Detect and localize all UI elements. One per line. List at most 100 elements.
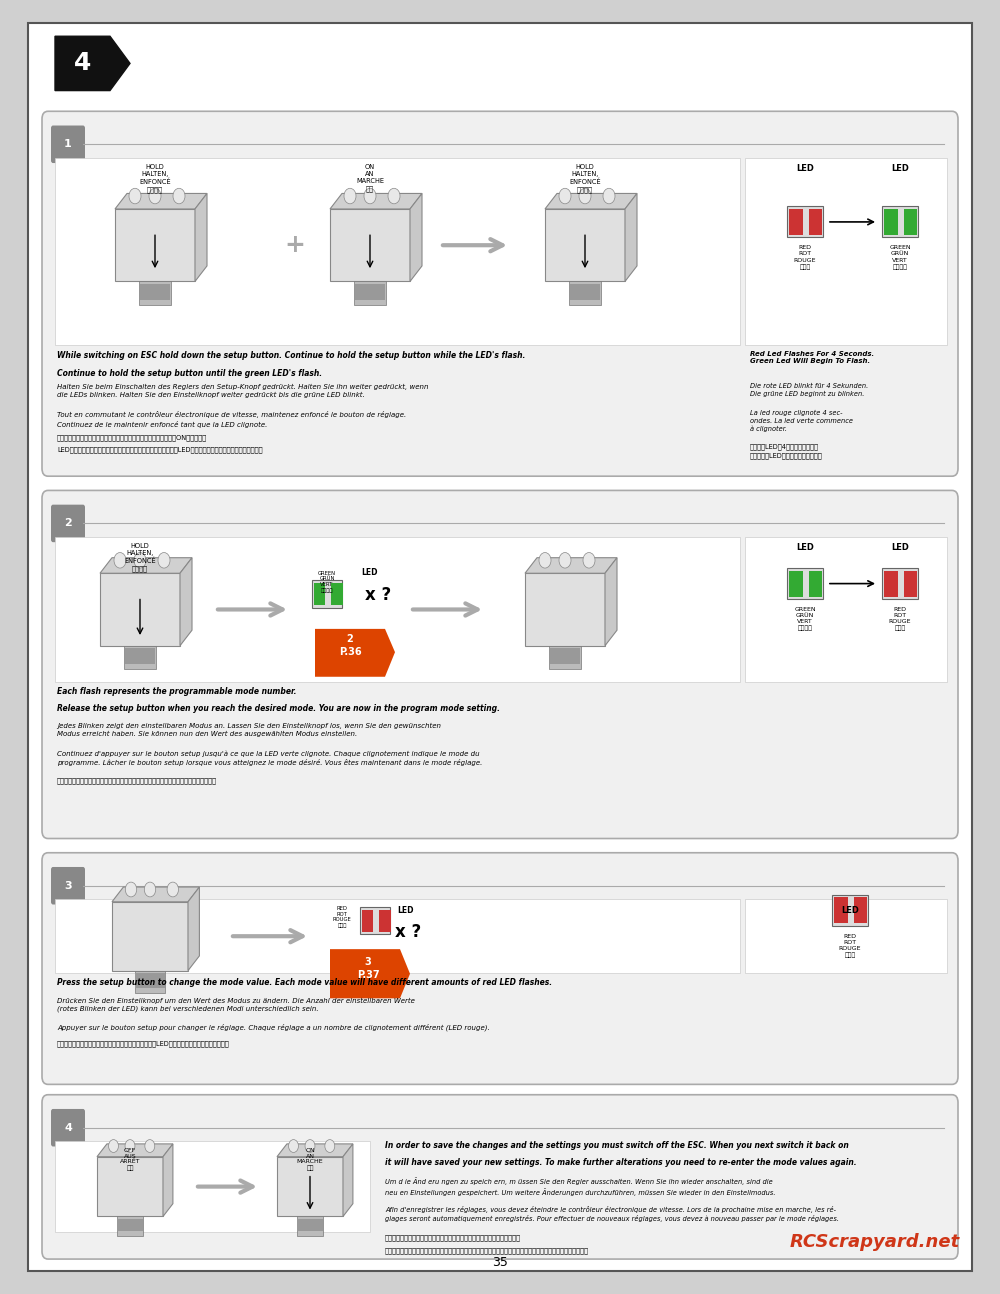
Text: ON
AN
MARCHE
オン: ON AN MARCHE オン xyxy=(297,1148,323,1171)
FancyBboxPatch shape xyxy=(834,898,848,924)
FancyBboxPatch shape xyxy=(297,1216,323,1236)
Polygon shape xyxy=(188,888,199,970)
FancyBboxPatch shape xyxy=(789,571,803,597)
FancyBboxPatch shape xyxy=(330,208,410,282)
FancyBboxPatch shape xyxy=(362,910,373,932)
Polygon shape xyxy=(163,1144,173,1216)
FancyBboxPatch shape xyxy=(745,899,947,973)
FancyBboxPatch shape xyxy=(560,648,570,664)
Text: La led rouge clignote 4 sec-
ondes. La led verte commence
à clignoter.: La led rouge clignote 4 sec- ondes. La l… xyxy=(750,410,853,432)
Circle shape xyxy=(579,189,591,203)
FancyBboxPatch shape xyxy=(145,648,155,664)
Text: 3
P.37: 3 P.37 xyxy=(357,958,379,980)
Text: Jedes Blinken zeigt den einstellbaren Modus an. Lassen Sie den Einstellknopf los: Jedes Blinken zeigt den einstellbaren Mo… xyxy=(57,723,441,738)
FancyBboxPatch shape xyxy=(305,1219,315,1232)
FancyBboxPatch shape xyxy=(809,208,822,236)
Text: RED
ROT
ROUGE
レッド: RED ROT ROUGE レッド xyxy=(333,906,351,928)
Text: 点滅回数でプログラムモードを選択します。希望のモードになったらボタンを離します。: 点滅回数でプログラムモードを選択します。希望のモードになったらボタンを離します。 xyxy=(57,778,217,784)
FancyBboxPatch shape xyxy=(549,646,581,669)
Text: GREEN
GRÜN
VERT
グリーン: GREEN GRÜN VERT グリーン xyxy=(889,246,911,269)
FancyBboxPatch shape xyxy=(135,970,165,992)
Text: +: + xyxy=(285,233,305,258)
FancyBboxPatch shape xyxy=(884,571,898,597)
FancyBboxPatch shape xyxy=(97,1157,163,1216)
Text: While switching on ESC hold down the setup button. Continue to hold the setup bu: While switching on ESC hold down the set… xyxy=(57,351,525,360)
FancyBboxPatch shape xyxy=(51,126,85,163)
FancyBboxPatch shape xyxy=(884,208,898,236)
FancyBboxPatch shape xyxy=(314,582,325,606)
Text: 1: 1 xyxy=(64,140,72,149)
Polygon shape xyxy=(112,888,199,902)
FancyBboxPatch shape xyxy=(55,899,740,973)
FancyBboxPatch shape xyxy=(160,285,170,300)
Text: LED: LED xyxy=(362,568,378,577)
Text: HOLD
HALTEN,
ENFONCÉ
ホールド: HOLD HALTEN, ENFONCÉ ホールド xyxy=(124,543,156,572)
Text: RCScrapyard.net: RCScrapyard.net xyxy=(790,1233,960,1251)
FancyBboxPatch shape xyxy=(42,490,958,839)
Polygon shape xyxy=(100,558,192,573)
Text: Tout en commutant le contrôleur électronique de vitesse, maintenez enfoncé le bo: Tout en commutant le contrôleur électron… xyxy=(57,411,406,427)
FancyBboxPatch shape xyxy=(51,1109,85,1146)
Text: Afin d'enregistrer les réglages, vous devez éteindre le contrôleur électronique : Afin d'enregistrer les réglages, vous de… xyxy=(385,1206,839,1222)
FancyBboxPatch shape xyxy=(125,648,135,664)
Polygon shape xyxy=(55,36,130,91)
Polygon shape xyxy=(625,193,637,282)
Circle shape xyxy=(134,553,146,568)
Text: Each flash represents the programmable mode number.: Each flash represents the programmable m… xyxy=(57,687,296,696)
Text: Continuez d'appuyer sur le bouton setup jusqu'à ce que la LED verte clignote. Ch: Continuez d'appuyer sur le bouton setup … xyxy=(57,751,482,766)
Polygon shape xyxy=(315,629,395,677)
FancyBboxPatch shape xyxy=(854,898,867,924)
FancyBboxPatch shape xyxy=(28,23,972,1271)
FancyBboxPatch shape xyxy=(882,568,918,599)
Text: HOLD
HALTEN,
ENFONCÉ
ホールド: HOLD HALTEN, ENFONCÉ ホールド xyxy=(139,164,171,193)
Text: LEDが点灯しましたがセットアップボタンを押し続け、グリーンLEDが点滅するまでボタンを押し続けます。: LEDが点灯しましたがセットアップボタンを押し続け、グリーンLEDが点滅するまで… xyxy=(57,446,262,453)
Circle shape xyxy=(114,553,126,568)
FancyBboxPatch shape xyxy=(789,208,803,236)
FancyBboxPatch shape xyxy=(787,207,823,238)
FancyBboxPatch shape xyxy=(150,285,160,300)
Text: Press the setup button to change the mode value. Each mode value will have diffe: Press the setup button to change the mod… xyxy=(57,978,552,987)
Text: Release the setup button when you reach the desired mode. You are now in the pro: Release the setup button when you reach … xyxy=(57,704,500,713)
Circle shape xyxy=(129,189,141,203)
FancyBboxPatch shape xyxy=(331,582,343,606)
FancyBboxPatch shape xyxy=(379,910,391,932)
Text: 設定を保存するためにスピードコントローラーのスイッチをオフにします。: 設定を保存するためにスピードコントローラーのスイッチをオフにします。 xyxy=(385,1234,521,1241)
Text: レッドのLEDが4秒間点滅します。
グリーンのLEDの点滅に替わります。: レッドのLEDが4秒間点滅します。 グリーンのLEDの点滅に替わります。 xyxy=(750,444,823,459)
FancyBboxPatch shape xyxy=(365,285,375,300)
FancyBboxPatch shape xyxy=(570,648,580,664)
Text: LED: LED xyxy=(891,543,909,553)
FancyBboxPatch shape xyxy=(100,573,180,646)
Text: モード設定を変更するためにボタンを押します。レッドLEDの点滅で設定内容がわかります。: モード設定を変更するためにボタンを押します。レッドLEDの点滅で設定内容がわかり… xyxy=(57,1040,230,1047)
Circle shape xyxy=(559,189,571,203)
Text: x ?: x ? xyxy=(395,924,421,941)
Polygon shape xyxy=(605,558,617,646)
Text: Continue to hold the setup button until the green LED's flash.: Continue to hold the setup button until … xyxy=(57,369,322,378)
FancyBboxPatch shape xyxy=(154,973,164,987)
FancyBboxPatch shape xyxy=(354,282,386,305)
Text: LED: LED xyxy=(841,906,859,915)
Text: 3: 3 xyxy=(64,881,72,890)
Polygon shape xyxy=(330,193,422,208)
FancyBboxPatch shape xyxy=(745,158,947,345)
FancyBboxPatch shape xyxy=(904,208,917,236)
FancyBboxPatch shape xyxy=(139,282,171,305)
FancyBboxPatch shape xyxy=(51,867,85,905)
FancyBboxPatch shape xyxy=(133,1219,143,1232)
Polygon shape xyxy=(330,950,410,999)
Text: GREEN
GRÜN
VERT
グリーン: GREEN GRÜN VERT グリーン xyxy=(794,607,816,631)
FancyBboxPatch shape xyxy=(42,1095,958,1259)
FancyBboxPatch shape xyxy=(787,568,823,599)
FancyBboxPatch shape xyxy=(569,282,601,305)
FancyBboxPatch shape xyxy=(360,907,390,934)
Text: スピードコントローラーのセットアップボタンを押しながら電源をONにします。: スピードコントローラーのセットアップボタンを押しながら電源をONにします。 xyxy=(57,435,207,441)
FancyBboxPatch shape xyxy=(297,1219,307,1232)
Text: In order to save the changes and the settings you must switch off the ESC. When : In order to save the changes and the set… xyxy=(385,1141,849,1150)
Text: Halten Sie beim Einschalten des Reglers den Setup-Knopf gedrückt. Halten Sie ihn: Halten Sie beim Einschalten des Reglers … xyxy=(57,384,428,399)
FancyBboxPatch shape xyxy=(375,285,385,300)
Text: 4: 4 xyxy=(64,1123,72,1132)
Circle shape xyxy=(603,189,615,203)
FancyBboxPatch shape xyxy=(904,571,917,597)
Circle shape xyxy=(583,553,595,568)
Polygon shape xyxy=(97,1144,173,1157)
Polygon shape xyxy=(410,193,422,282)
